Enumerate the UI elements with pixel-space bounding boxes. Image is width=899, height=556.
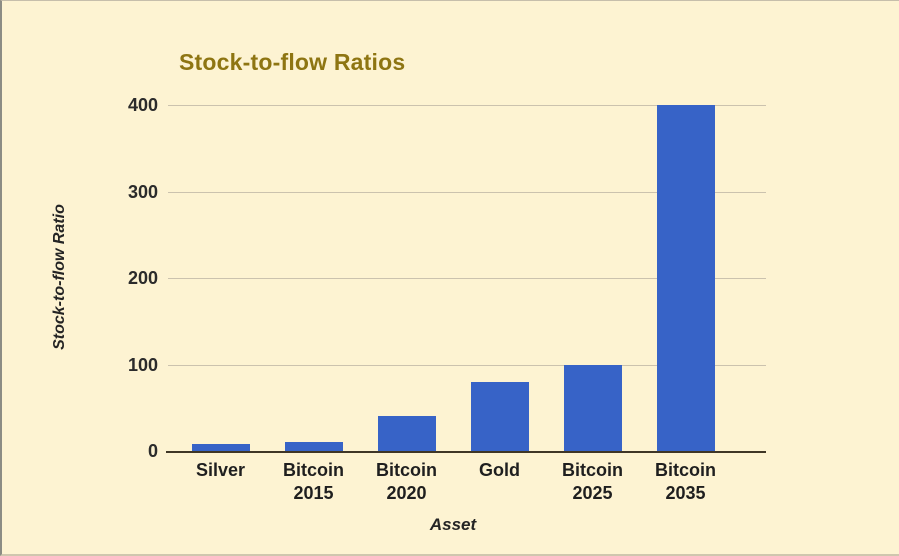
- x-axis-title: Asset: [429, 515, 477, 534]
- x-tick-label: Gold: [479, 460, 520, 480]
- gridline-400: [168, 105, 766, 106]
- y-tick-label-100: 100: [127, 354, 158, 375]
- y-tick-label-400: 400: [127, 95, 158, 115]
- bar-slot: [174, 105, 267, 451]
- bar-bitcoin-2025: [563, 364, 622, 451]
- bar-slot: [267, 105, 360, 451]
- gridline-100: [168, 364, 766, 366]
- bar-slot: [360, 105, 453, 451]
- gridline-200: [168, 278, 766, 279]
- bar-bitcoin-2020: [377, 416, 436, 451]
- bar-slot: [639, 105, 732, 451]
- bar-gold: [470, 381, 529, 451]
- x-tick-label: Bitcoin 2025: [562, 460, 623, 503]
- y-tick-label-200: 200: [127, 268, 158, 288]
- gridline-300: [168, 191, 766, 193]
- bar-bitcoin-2035: [656, 105, 715, 451]
- x-labels-row: Silver Bitcoin 2015 Bitcoin 2020 Gold Bitcoi…: [168, 459, 766, 505]
- chart-title: Stock-to-flow Ratios: [179, 49, 406, 75]
- y-tick-label-0: 0: [147, 441, 158, 461]
- x-tick-label: Bitcoin 2035: [655, 460, 716, 503]
- bars-row: [168, 105, 766, 451]
- bar-silver: [191, 444, 250, 451]
- x-tick-label: Bitcoin 2020: [376, 460, 437, 503]
- plot-area: 0 100 200 300 400: [128, 96, 766, 460]
- bar-bitcoin-2015: [284, 442, 343, 451]
- bar-slot: [546, 105, 639, 451]
- bar-slot: [453, 105, 546, 451]
- x-tick-label: Bitcoin 2015: [283, 460, 344, 503]
- x-axis-line: [166, 451, 766, 453]
- y-tick-label-300: 300: [127, 181, 158, 202]
- x-tick-label: Silver: [195, 460, 246, 480]
- y-axis-title: Stock-to-flow Ratio: [51, 204, 68, 350]
